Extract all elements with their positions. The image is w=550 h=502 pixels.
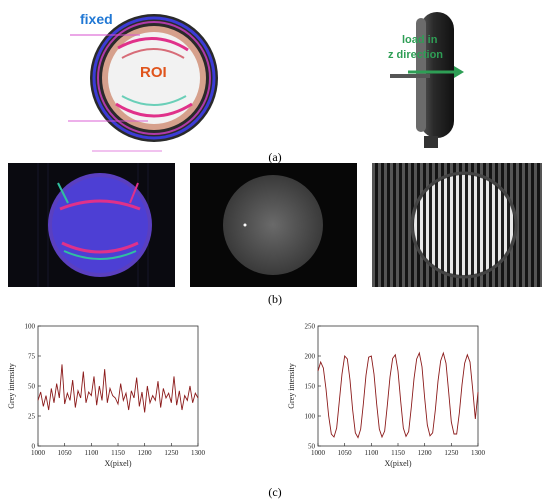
y-tick-label: 0 [32, 443, 36, 451]
series-line [317, 351, 479, 439]
x-tick-label: 1100 [364, 449, 378, 457]
y-tick-label: 250 [305, 323, 316, 331]
image-speckle [190, 163, 357, 287]
load-label-line1: load in [402, 34, 438, 46]
specimen-ring-photo [90, 14, 218, 142]
specimen-side-photo [390, 12, 454, 148]
ghost-stroke [68, 120, 148, 122]
y-tick-label: 50 [28, 383, 36, 391]
image-reference [8, 163, 175, 287]
panel-b-label: (b) [268, 292, 282, 306]
panel-c-label: (c) [268, 485, 282, 499]
load-arrow-icon [408, 66, 464, 78]
x-tick-label: 1150 [391, 449, 405, 457]
ghost-stroke [70, 34, 140, 36]
y-tick-label: 50 [308, 443, 316, 451]
panel-a-label: (a) [268, 150, 282, 164]
ghost-stroke [92, 150, 162, 152]
x-tick-label: 1250 [444, 449, 459, 457]
plot-frame [37, 325, 199, 447]
fringe-pattern [372, 163, 542, 287]
y-tick-label: 150 [305, 383, 316, 391]
y-tick-label: 75 [28, 353, 36, 361]
x-tick-label: 1300 [471, 449, 486, 457]
load-label: load in z direction [388, 33, 443, 63]
x-tick-label: 1000 [31, 449, 46, 457]
reference-pattern [8, 163, 175, 287]
x-tick-label: 1250 [164, 449, 179, 457]
roi-label: ROI [140, 64, 167, 81]
x-tick-label: 1200 [138, 449, 153, 457]
y-tick-label: 100 [305, 413, 316, 421]
fixed-label: fixed [80, 11, 113, 27]
x-axis-label: X(pixel) [384, 459, 411, 468]
x-tick-label: 1200 [418, 449, 433, 457]
y-axis-label: Grey intensity [7, 363, 16, 409]
x-tick-label: 1000 [311, 449, 326, 457]
y-tick-label: 25 [28, 413, 36, 421]
y-tick-label: 100 [25, 323, 36, 331]
speckle-pattern [190, 163, 357, 287]
chart-grey-intensity-speckle: 1000 1050 1100 1150 1200 1250 1300 0 25 50 75 100 X(… [7, 323, 206, 469]
y-tick-label: 200 [305, 353, 316, 361]
x-tick-label: 1050 [338, 449, 353, 457]
x-tick-label: 1150 [111, 449, 125, 457]
x-axis-label: X(pixel) [104, 459, 131, 468]
y-axis-label: Grey intensity [287, 363, 296, 409]
image-fringe [372, 163, 542, 287]
series-line [37, 364, 199, 413]
x-tick-label: 1050 [58, 449, 73, 457]
plot-frame [317, 325, 479, 447]
load-label-line2: z direction [388, 49, 444, 61]
x-tick-label: 1300 [191, 449, 206, 457]
chart-grey-intensity-fringe: 1000 1050 1100 1150 1200 1250 1300 50 100 150 200 2… [287, 323, 486, 469]
x-tick-label: 1100 [84, 449, 98, 457]
